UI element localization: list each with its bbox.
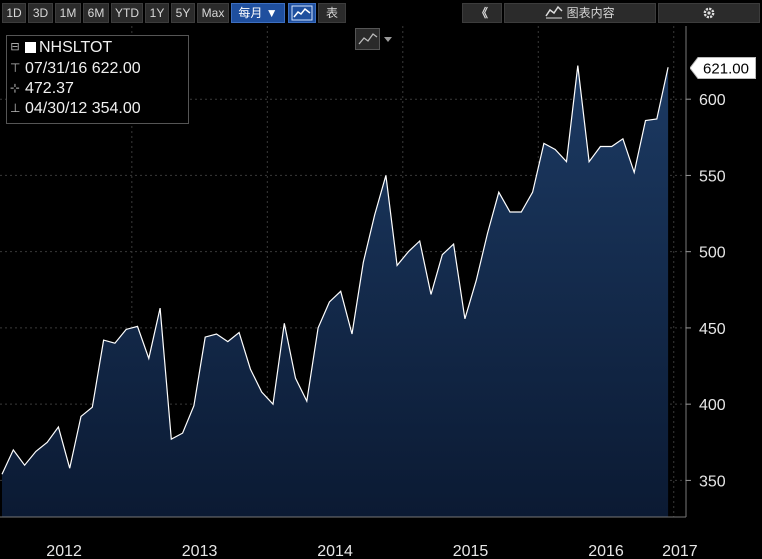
y-tick-label: 400 [699, 397, 726, 414]
range-3d-button[interactable]: 3D [28, 3, 53, 23]
x-tick-label: 2016 [588, 543, 624, 559]
line-chart-icon [291, 5, 313, 21]
x-tick-label: 2012 [46, 543, 82, 559]
settings-button[interactable] [658, 3, 760, 23]
chart-area[interactable]: 2012 2013 2014 2015 2016 2017 350 400 450 500 550… [0, 26, 762, 559]
high-marker-icon: ⊤ [10, 61, 21, 75]
chart-content-button[interactable]: 图表内容 [504, 3, 656, 23]
collapse-square-icon[interactable]: ⊟ [10, 41, 20, 53]
chevron-down-icon: ▼ [265, 6, 278, 20]
legend-high: 07/31/16 622.00 [25, 60, 141, 77]
range-1d-button[interactable]: 1D [2, 3, 26, 23]
collapse-button[interactable]: 《 [462, 3, 502, 23]
low-marker-icon: ⊥ [10, 101, 21, 115]
legend-mean: 472.37 [25, 80, 74, 97]
toolbar: 1D 3D 1M 6M YTD 1Y 5Y Max 每月 ▼ 表 《 图表内容 [0, 0, 762, 26]
last-value-tag: 621.00 [690, 57, 756, 79]
x-tick-label: 2013 [182, 543, 218, 559]
x-tick-label: 2017 [662, 543, 698, 559]
chart-content-label: 图表内容 [566, 6, 615, 20]
range-6m-button[interactable]: 6M [83, 3, 109, 23]
y-tick-label: 450 [699, 321, 726, 338]
x-axis-band [0, 517, 686, 559]
frequency-dropdown[interactable]: 每月 ▼ [231, 3, 285, 23]
y-tick-label: 550 [699, 168, 726, 185]
range-max-button[interactable]: Max [197, 3, 229, 23]
gear-icon [703, 7, 715, 19]
series-line [1, 65, 669, 475]
series-area [2, 65, 669, 517]
series-type-icon[interactable] [355, 28, 395, 50]
mean-marker-icon: ⊹ [10, 81, 21, 95]
range-ytd-button[interactable]: YTD [111, 3, 143, 23]
range-1y-button[interactable]: 1Y [145, 3, 169, 23]
y-tick-label: 500 [699, 245, 726, 262]
series-swatch [25, 42, 36, 53]
table-view-button[interactable]: 表 [318, 3, 346, 23]
y-tick-label: 350 [699, 473, 726, 490]
line-chart-button[interactable] [288, 3, 316, 23]
legend-box: ⊟ NHSLTOT ⊤ 07/31/16 622.00 ⊹ 472.37 ⊥ 0… [6, 35, 189, 124]
last-value-label: 621.00 [703, 61, 749, 78]
chart-content-icon [545, 5, 563, 19]
range-1m-button[interactable]: 1M [55, 3, 81, 23]
legend-ticker: NHSLTOT [39, 39, 113, 56]
frequency-label: 每月 [238, 6, 263, 20]
legend-low: 04/30/12 354.00 [25, 100, 141, 117]
x-axis-ticks: 2012 2013 2014 2015 2016 2017 [46, 543, 697, 559]
range-5y-button[interactable]: 5Y [171, 3, 195, 23]
y-tick-label: 600 [699, 92, 726, 109]
y-axis-ticks: 350 400 450 500 550 600 [686, 92, 726, 490]
x-tick-label: 2015 [453, 543, 489, 559]
x-tick-label: 2014 [317, 543, 353, 559]
